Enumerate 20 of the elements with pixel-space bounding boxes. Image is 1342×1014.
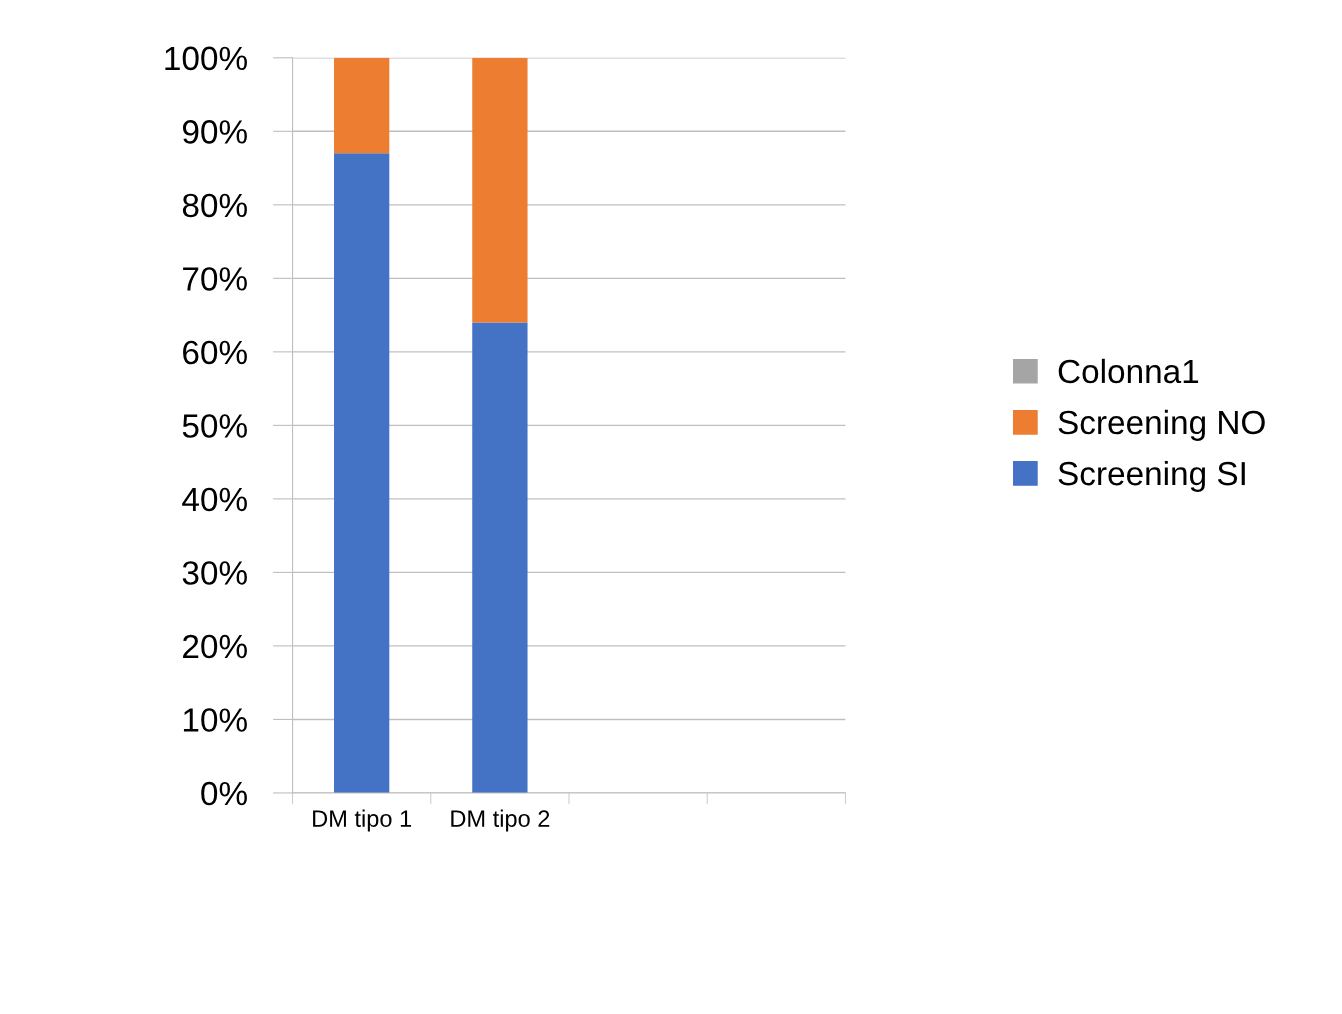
legend-label: Screening SI: [1058, 460, 1245, 492]
bar: [334, 57, 390, 154]
y-tick-label: 10%: [183, 708, 247, 732]
y-tick-label: 80%: [182, 193, 247, 218]
legend-label: Screening NO: [1058, 409, 1265, 441]
y-tick-label: 60%: [183, 340, 247, 365]
y-tick-label: 70%: [183, 267, 247, 291]
bar: [334, 153, 390, 793]
x-tick-label: DM tipo 1: [313, 809, 412, 832]
y-tick-label: 0%: [201, 781, 247, 806]
y-tick-label: 30%: [182, 561, 247, 585]
legend-label: Colonna1: [1058, 358, 1199, 384]
y-tick-label: 100%: [165, 46, 247, 71]
bar: [472, 57, 528, 323]
y-tick-label: 90%: [182, 120, 247, 144]
y-tick-label: 50%: [182, 414, 247, 438]
bar: [472, 322, 528, 793]
y-tick-label: 40%: [182, 487, 247, 512]
x-tick-label: DM tipo 2: [451, 809, 550, 832]
y-tick-label: 20%: [183, 634, 247, 659]
